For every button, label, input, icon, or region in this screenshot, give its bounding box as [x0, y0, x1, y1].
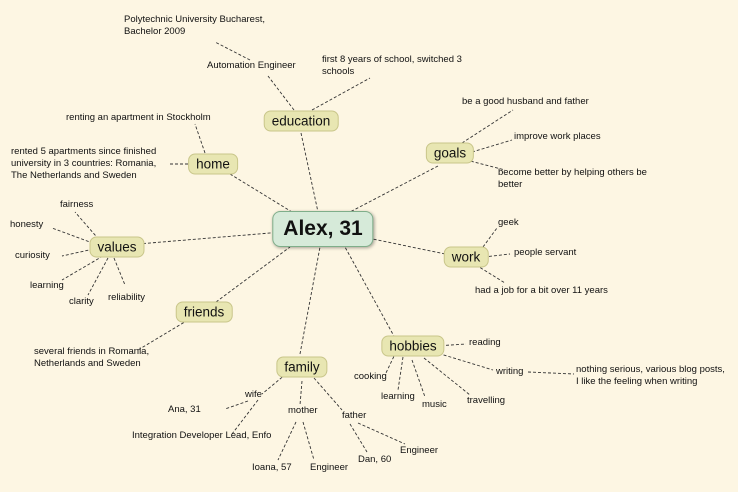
- connector-line: [277, 421, 297, 461]
- leaf-father-name: Dan, 60: [358, 454, 392, 465]
- connector-line: [344, 246, 396, 339]
- connector-line: [113, 257, 126, 286]
- topic-work[interactable]: work: [443, 246, 489, 268]
- leaf-apartments: rented 5 apartments since finished unive…: [11, 146, 157, 181]
- leaf-become-better: become better by helping others be bette…: [498, 167, 647, 190]
- leaf-writing: writing: [496, 366, 524, 377]
- leaf-automation-engineer: Automation Engineer: [207, 60, 296, 71]
- connector-line: [300, 132, 319, 213]
- leaf-wife-job: Integration Developer Lead, Enfo: [132, 430, 272, 441]
- leaf-mother: mother: [288, 405, 318, 416]
- leaf-reliability: reliability: [108, 292, 145, 303]
- connector-line: [527, 371, 575, 375]
- connector-line: [397, 356, 404, 391]
- connector-line: [61, 255, 104, 281]
- leaf-polytechnic: Polytechnic University Bucharest, Bachel…: [124, 14, 265, 37]
- connector-line: [461, 109, 514, 144]
- leaf-writing-detail: nothing serious, various blog posts, I l…: [576, 364, 725, 387]
- connector-line: [137, 231, 283, 245]
- leaf-music: music: [422, 399, 447, 410]
- leaf-wife-name: Ana, 31: [168, 404, 201, 415]
- connector-line: [471, 139, 513, 153]
- leaf-husband-father: be a good husband and father: [462, 96, 589, 107]
- connector-line: [411, 359, 426, 398]
- leaf-wife: wife: [245, 389, 262, 400]
- leaf-travelling: travelling: [467, 395, 506, 406]
- connector-line: [214, 41, 251, 61]
- connector-line: [87, 257, 109, 296]
- leaf-fairness: fairness: [60, 199, 94, 210]
- connector-line: [267, 75, 295, 111]
- leaf-curiosity: curiosity: [15, 250, 50, 261]
- leaf-people-servant: people servant: [514, 247, 577, 258]
- connector-line: [357, 422, 406, 445]
- topic-family[interactable]: family: [276, 356, 328, 378]
- connector-line: [299, 380, 303, 406]
- connector-line: [311, 77, 371, 111]
- connector-line: [349, 165, 439, 213]
- connector-line: [194, 123, 206, 154]
- connector-line: [423, 357, 471, 396]
- connector-line: [433, 351, 494, 371]
- leaf-clarity: clarity: [69, 296, 94, 307]
- leaf-renting: renting an apartment in Stockholm: [66, 112, 211, 123]
- topic-home[interactable]: home: [188, 153, 238, 175]
- connector-line: [349, 423, 368, 453]
- connector-line: [367, 237, 451, 256]
- leaf-reading: reading: [469, 337, 501, 348]
- leaf-job-years: had a job for a bit over 11 years: [475, 285, 608, 296]
- connector-line: [229, 173, 293, 213]
- topic-friends[interactable]: friends: [175, 301, 233, 323]
- leaf-mother-job: Engineer: [310, 462, 349, 473]
- connector-line: [475, 264, 506, 284]
- connector-line: [51, 227, 99, 246]
- connector-line: [313, 377, 343, 411]
- connector-line: [302, 421, 315, 461]
- leaf-work-places: improve work places: [514, 131, 601, 142]
- connector-line: [465, 159, 506, 171]
- connector-line: [215, 246, 291, 303]
- central-topic[interactable]: Alex, 31: [272, 211, 374, 247]
- topic-hobbies[interactable]: hobbies: [381, 335, 445, 357]
- topic-goals[interactable]: goals: [425, 142, 475, 164]
- topic-education[interactable]: education: [263, 110, 339, 132]
- connector-line: [224, 400, 249, 410]
- connector-line: [299, 246, 321, 355]
- leaf-several-friends: several friends in Romania, Netherlands …: [34, 346, 150, 369]
- leaf-honesty: honesty: [10, 219, 44, 230]
- leaf-father-job: Engineer: [400, 445, 439, 456]
- leaf-father: father: [342, 410, 367, 421]
- connector-line: [231, 399, 259, 435]
- leaf-geek: geek: [498, 217, 519, 228]
- leaf-learning: learning: [30, 280, 64, 291]
- topic-values[interactable]: values: [89, 236, 145, 258]
- leaf-school: first 8 years of school, switched 3 scho…: [322, 54, 462, 77]
- leaf-hobby-learning: learning: [381, 391, 415, 402]
- leaf-mother-name: Ioana, 57: [252, 462, 292, 473]
- connector-line: [384, 351, 397, 376]
- leaf-cooking: cooking: [354, 371, 387, 382]
- connector-line: [483, 253, 511, 258]
